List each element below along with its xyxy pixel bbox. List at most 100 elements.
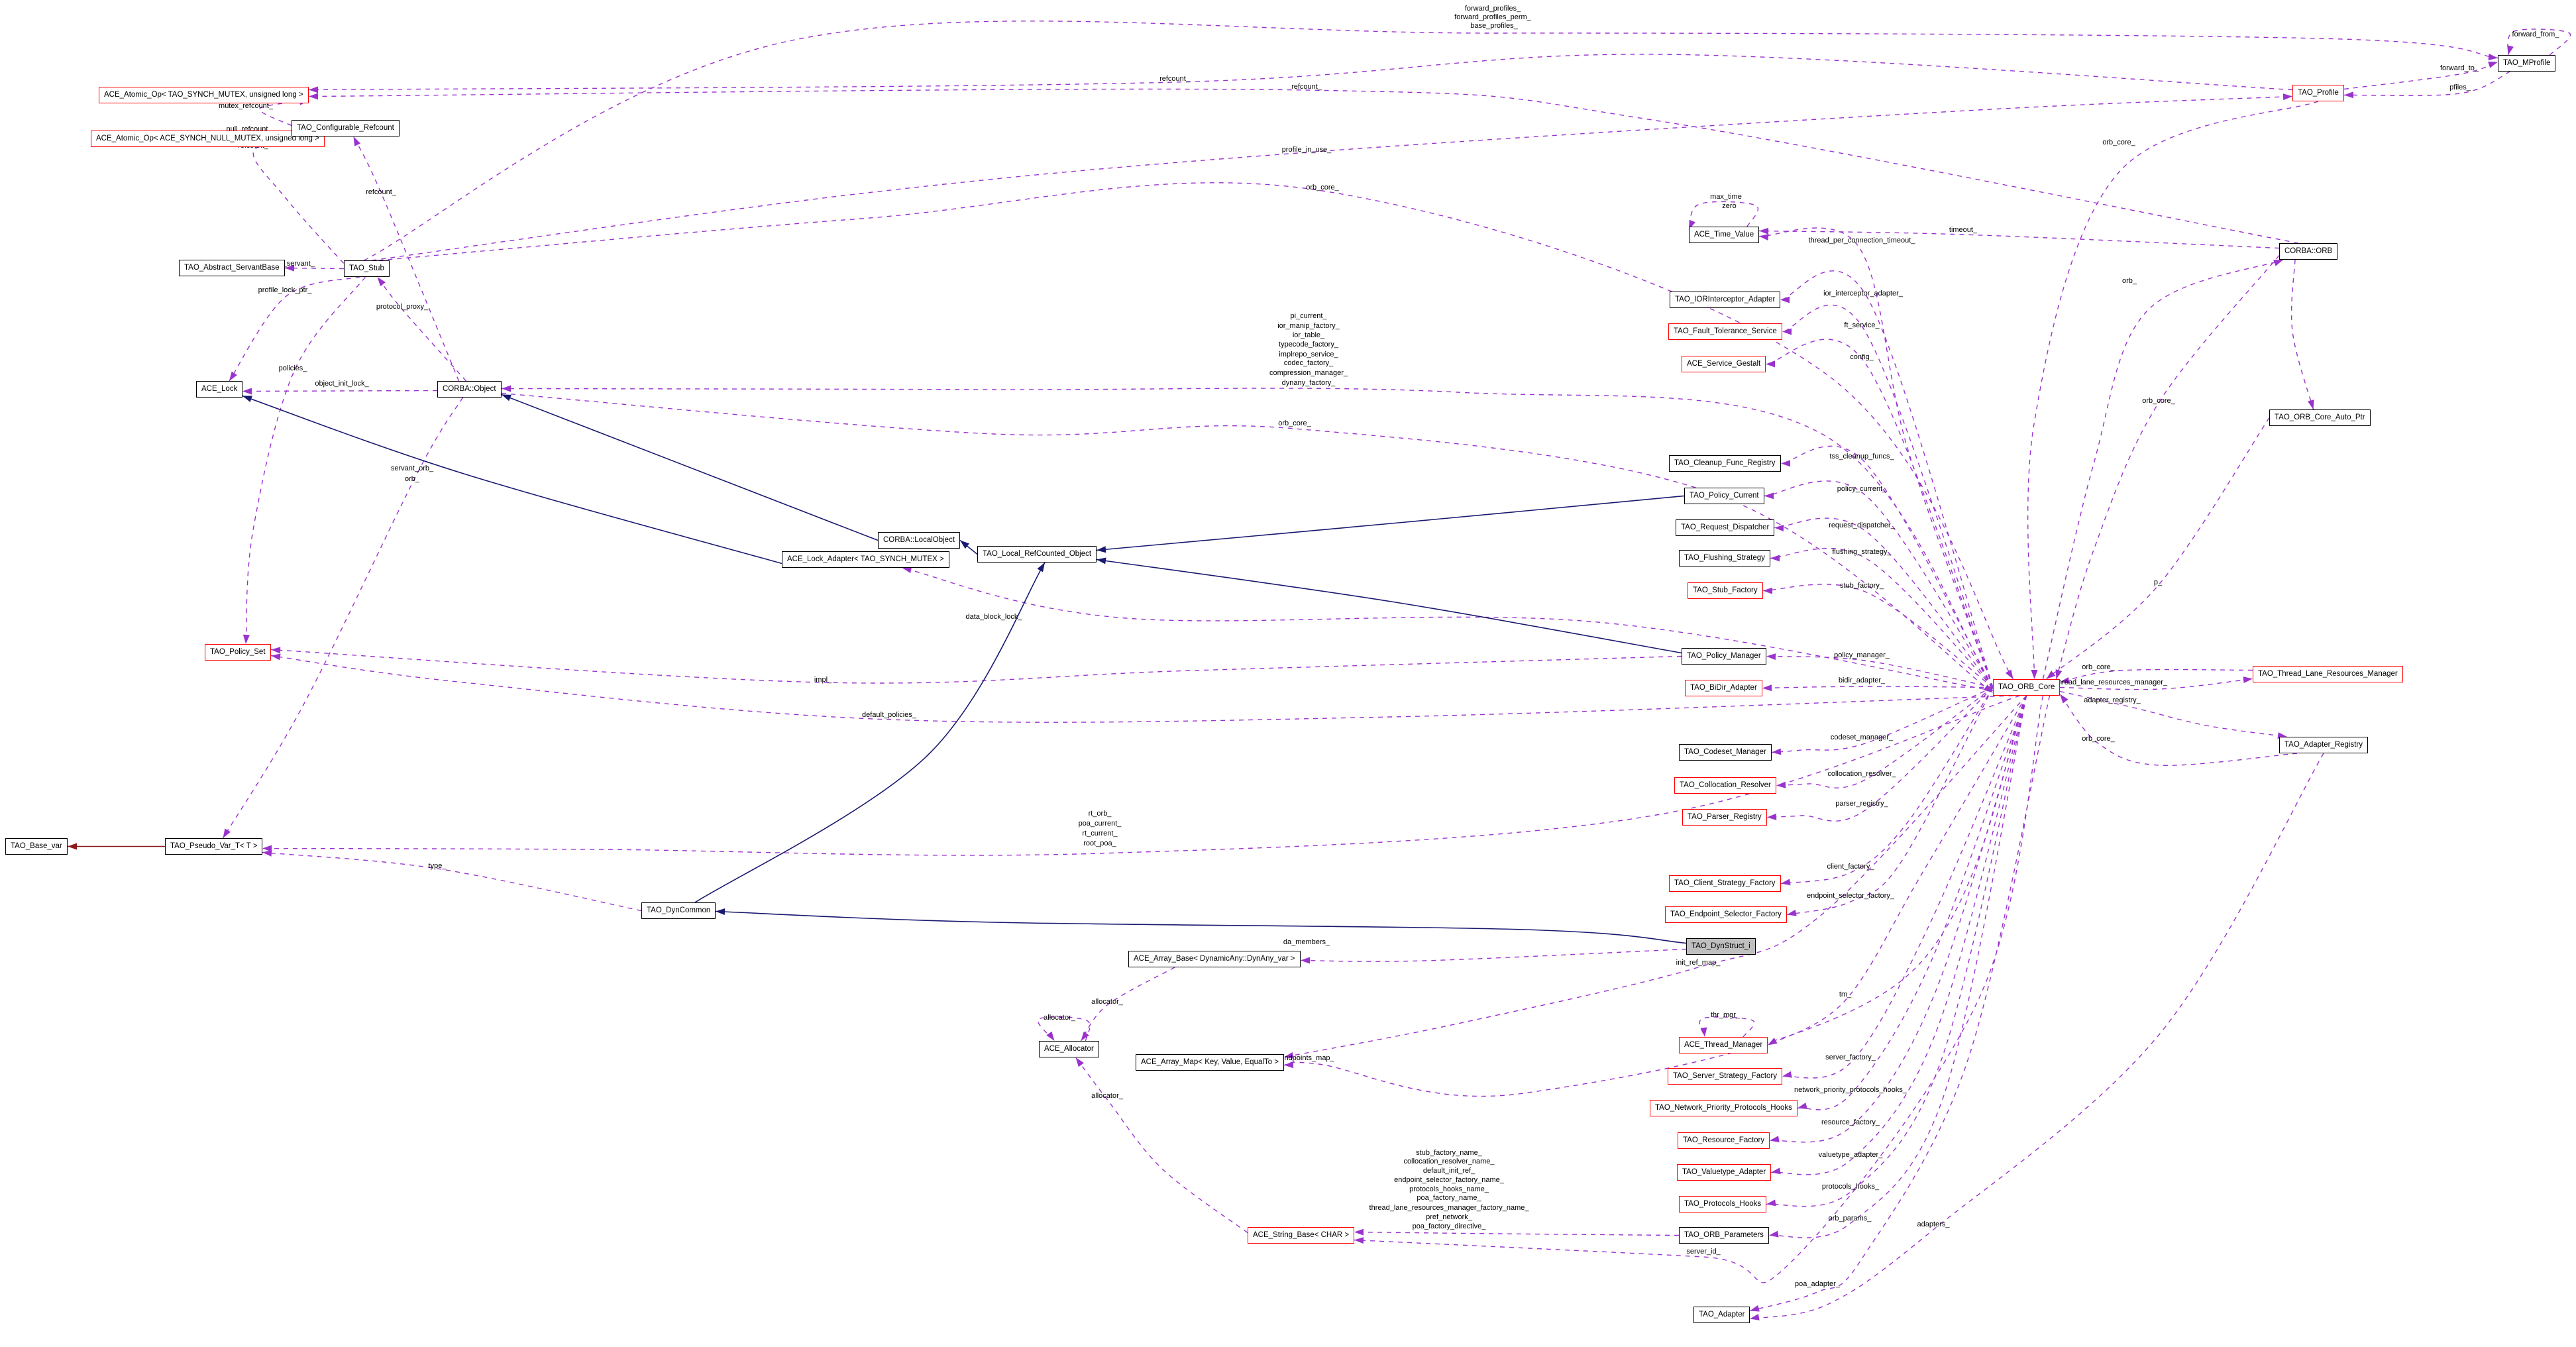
class-node-orbcore[interactable]: TAO_ORB_Core [1993, 679, 2061, 696]
edge-arrowhead [1750, 1313, 1760, 1320]
class-node-pseudovar[interactable]: TAO_Pseudo_Var_T< T > [165, 838, 263, 855]
class-node-aceatomic2[interactable]: ACE_Atomic_Op< ACE_SYNCH_NULL_MUTEX, uns… [91, 131, 325, 147]
class-node-cleanupfunc[interactable]: TAO_Cleanup_Func_Registry [1669, 455, 1781, 472]
edge-arrowhead [2488, 54, 2498, 60]
edge [2059, 694, 2298, 766]
class-node-serverstrategy[interactable]: TAO_Server_Strategy_Factory [1668, 1068, 1783, 1085]
edge [2059, 669, 2253, 683]
class-node-collocationresolver[interactable]: TAO_Collocation_Resolver [1674, 777, 1776, 794]
edge [902, 567, 1994, 692]
class-node-arraybase[interactable]: ACE_Array_Base< DynamicAny::DynAny_var > [1128, 951, 1301, 967]
class-node-adapterregistry[interactable]: TAO_Adapter_Registry [2279, 737, 2369, 753]
edge-arrowhead [1097, 546, 1106, 553]
edge-arrowhead [960, 540, 970, 549]
class-node-policymanager[interactable]: TAO_Policy_Manager [1682, 648, 1766, 665]
edge-arrowhead [1284, 1061, 1294, 1069]
edge-arrowhead [2308, 400, 2314, 409]
class-node-faulttolerance[interactable]: TAO_Fault_Tolerance_Service [1668, 323, 1782, 340]
edge-arrowhead [68, 843, 77, 850]
class-node-configrefcount[interactable]: TAO_Configurable_Refcount [292, 120, 400, 136]
edge [229, 276, 360, 382]
class-node-aceallocator[interactable]: ACE_Allocator [1039, 1041, 1099, 1057]
class-node-parserregistry[interactable]: TAO_Parser_Registry [1682, 809, 1767, 826]
edge [1768, 695, 2027, 1238]
class-node-taoadapter[interactable]: TAO_Adapter [1693, 1307, 1750, 1323]
edge [1080, 967, 1175, 1042]
edge [2343, 61, 2498, 90]
edge-arrowhead [1766, 1199, 1776, 1207]
edge [1699, 1016, 1755, 1038]
class-node-tlrm[interactable]: TAO_Thread_Lane_Resources_Manager [2253, 666, 2403, 682]
edge-arrowhead [2060, 676, 2070, 684]
edge [222, 397, 464, 839]
edge-arrowhead [2005, 669, 2013, 679]
edge-arrowhead [2060, 694, 2068, 704]
class-node-iorinterceptor[interactable]: TAO_IORInterceptor_Adapter [1670, 292, 1781, 308]
edge [1767, 695, 2027, 1046]
edge [2046, 417, 2270, 680]
edge-arrowhead [1764, 492, 1774, 500]
edge [308, 88, 2299, 244]
class-node-protocolshooks[interactable]: TAO_Protocols_Hooks [1679, 1196, 1767, 1212]
class-node-valuetypeadapter[interactable]: TAO_Valuetype_Adapter [1677, 1164, 1772, 1181]
class-node-flushingstrategy[interactable]: TAO_Flushing_Strategy [1679, 550, 1770, 566]
edge [352, 136, 460, 382]
edge-arrowhead [716, 908, 725, 916]
class-node-threadmanager[interactable]: ACE_Thread_Manager [1679, 1037, 1768, 1053]
class-node-basevar[interactable]: TAO_Base_var [5, 838, 68, 855]
edge-arrowhead [2055, 669, 2063, 679]
edge-arrowhead [2046, 671, 2056, 679]
edge-arrowhead [1781, 879, 1791, 886]
edge-arrowhead [1762, 684, 1772, 692]
class-node-endpointselector[interactable]: TAO_Endpoint_Selector_Factory [1665, 906, 1787, 923]
class-node-orbparameters[interactable]: TAO_ORB_Parameters [1679, 1227, 1769, 1244]
edge [284, 267, 345, 270]
class-node-acetimevalue[interactable]: ACE_Time_Value [1689, 227, 1760, 243]
class-node-dynstruct[interactable]: TAO_DynStruct_i [1686, 938, 1756, 955]
class-node-networkpriority[interactable]: TAO_Network_Priority_Protocols_Hooks [1650, 1100, 1798, 1116]
class-node-aceatomic1[interactable]: ACE_Atomic_Op< TAO_SYNCH_MUTEX, unsigned… [99, 87, 309, 103]
edge-arrowhead [271, 647, 281, 654]
class-node-stubfactory[interactable]: TAO_Stub_Factory [1688, 582, 1763, 599]
edge-arrowhead [285, 264, 295, 272]
class-node-bidiradapter[interactable]: TAO_BiDir_Adapter [1685, 680, 1762, 696]
class-node-taostub[interactable]: TAO_Stub [344, 260, 390, 277]
class-node-lockadapter[interactable]: ACE_Lock_Adapter< TAO_SYNCH_MUTEX > [782, 551, 949, 568]
edge [1774, 517, 1994, 688]
class-node-mprofile[interactable]: TAO_MProfile [2498, 55, 2556, 72]
class-node-autoptr[interactable]: TAO_ORB_Core_Auto_Ptr [2269, 409, 2371, 426]
class-node-requestdispatcher[interactable]: TAO_Request_Dispatcher [1676, 519, 1775, 536]
class-node-stringbase[interactable]: ACE_String_Base< CHAR > [1248, 1227, 1355, 1244]
class-node-abstractservant[interactable]: TAO_Abstract_ServantBase [179, 260, 285, 276]
class-node-clientstrategy[interactable]: TAO_Client_Strategy_Factory [1669, 875, 1781, 892]
class-node-corbaobject[interactable]: CORBA::Object [437, 381, 502, 398]
class-node-policycurrent[interactable]: TAO_Policy_Current [1684, 488, 1764, 504]
edge [2059, 690, 2288, 737]
edge-arrowhead [1767, 813, 1777, 820]
class-node-localrefcounted[interactable]: TAO_Local_RefCounted_Object [977, 546, 1097, 563]
edge [372, 95, 2293, 261]
edge-arrowhead [262, 849, 272, 857]
edge [270, 655, 2013, 723]
edge-arrowhead [2282, 93, 2292, 101]
edge [1765, 339, 1994, 688]
edge [1770, 695, 2027, 1175]
class-node-resourcefactory[interactable]: TAO_Resource_Factory [1678, 1132, 1770, 1149]
class-node-codesetmanager[interactable]: TAO_Codeset_Manager [1679, 744, 1772, 761]
edge-arrowhead [1284, 1051, 1294, 1059]
class-node-policyset[interactable]: TAO_Policy_Set [205, 644, 271, 661]
class-node-servicegestalt[interactable]: ACE_Service_Gestalt [1682, 356, 1766, 372]
edge-arrowhead [1774, 524, 1784, 531]
class-node-corbaorb[interactable]: CORBA::ORB [2279, 243, 2338, 260]
edge-arrowhead [1750, 1305, 1760, 1312]
class-node-taoprofile[interactable]: TAO_Profile [2292, 85, 2344, 101]
class-node-acelock[interactable]: ACE_Lock [196, 381, 243, 398]
class-node-dyncommon[interactable]: TAO_DynCommon [641, 902, 716, 919]
edge [1782, 304, 1994, 688]
class-node-localobject[interactable]: CORBA::LocalObject [878, 532, 961, 549]
edge [501, 394, 879, 541]
edge [252, 141, 357, 278]
class-node-arraymap[interactable]: ACE_Array_Map< Key, Value, EqualTo > [1136, 1054, 1284, 1071]
edge [262, 851, 642, 912]
edge-arrowhead [2031, 669, 2038, 679]
